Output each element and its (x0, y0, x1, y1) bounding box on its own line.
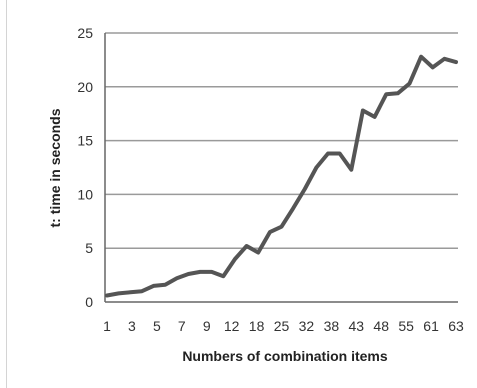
data-point-9 (199, 271, 201, 273)
data-point-31 (455, 61, 457, 63)
data-point-11 (222, 275, 225, 278)
y-tick-label-15: 15 (77, 133, 93, 149)
y-axis-title: t: time in seconds (47, 108, 63, 227)
series-layer (105, 54, 458, 298)
data-point-3 (129, 291, 132, 294)
y-tick-label-10: 10 (77, 186, 93, 202)
data-point-5 (152, 285, 155, 287)
data-point-14 (257, 251, 260, 254)
data-point-19 (315, 166, 318, 169)
data-point-21 (338, 152, 341, 155)
data-point-16 (280, 225, 283, 228)
y-tick-label-5: 5 (85, 240, 93, 256)
x-tick-label-25: 25 (274, 318, 290, 334)
x-tick-label-32: 32 (299, 318, 315, 334)
x-tick-label-9: 9 (203, 318, 211, 334)
x-axis-title: Numbers of combination items (182, 348, 388, 364)
x-tick-label-43: 43 (348, 318, 364, 334)
data-point-8 (187, 273, 190, 275)
data-point-26 (397, 92, 399, 95)
data-point-1 (106, 294, 108, 297)
y-tick-labels: 0 5 10 15 20 25 (77, 25, 93, 310)
x-tick-label-5: 5 (153, 318, 161, 334)
x-tick-label-1: 1 (103, 318, 111, 334)
x-tick-label-3: 3 (128, 318, 136, 334)
data-point-27 (408, 82, 411, 85)
data-point-30 (443, 58, 446, 60)
data-point-25 (385, 93, 388, 96)
axes (104, 33, 458, 303)
x-tick-label-48: 48 (373, 318, 389, 334)
data-point-22 (350, 168, 353, 171)
data-point-6 (164, 284, 166, 286)
data-point-24 (373, 116, 376, 118)
series-line-1 (105, 54, 458, 298)
data-point-13 (245, 245, 248, 247)
x-tick-label-61: 61 (423, 318, 439, 334)
x-tick-label-38: 38 (324, 318, 340, 334)
x-tick-label-7: 7 (178, 318, 186, 334)
data-point-17 (292, 207, 294, 210)
data-point-23 (362, 109, 364, 112)
data-point-15 (269, 231, 271, 233)
y-tick-label-20: 20 (77, 79, 93, 95)
x-tick-label-63: 63 (448, 318, 464, 334)
y-tick-label-25: 25 (77, 25, 93, 41)
data-point-2 (117, 292, 120, 295)
data-point-29 (431, 66, 434, 69)
x-tick-labels: 1 3 5 7 9 12 18 25 32 38 43 48 55 61 63 (103, 318, 464, 334)
data-point-18 (304, 188, 306, 190)
data-point-4 (141, 290, 143, 293)
x-tick-label-18: 18 (249, 318, 265, 334)
data-point-12 (234, 258, 236, 260)
data-point-7 (176, 277, 178, 280)
x-tick-label-12: 12 (224, 318, 240, 334)
data-point-28 (420, 55, 422, 58)
data-point-20 (327, 152, 329, 155)
gridlines (105, 32, 458, 249)
y-tick-label-0: 0 (85, 294, 93, 310)
left-border-line (6, 0, 7, 388)
x-tick-label-55: 55 (398, 318, 414, 334)
data-point-10 (210, 271, 213, 273)
